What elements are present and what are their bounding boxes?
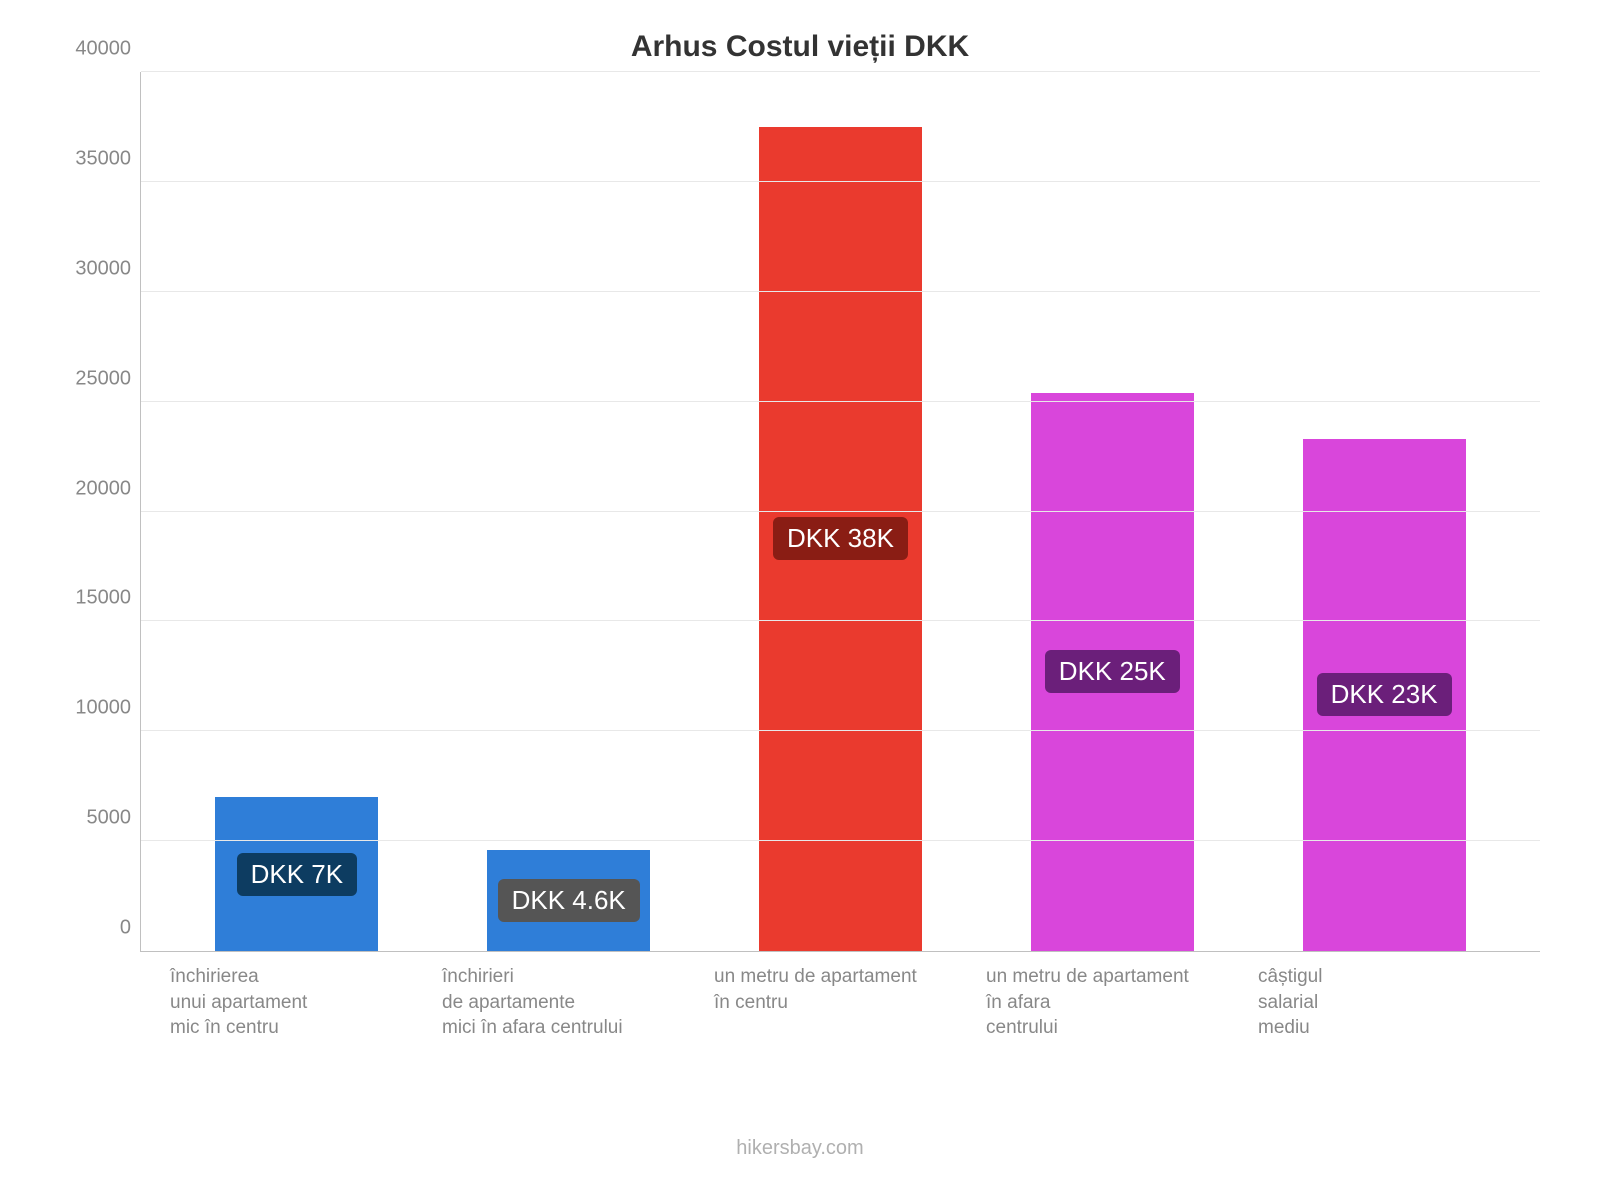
bar: DKK 7K xyxy=(215,797,378,951)
x-axis-labels: închirierea unui apartament mic în centr… xyxy=(140,952,1540,1041)
bar-value-badge: DKK 7K xyxy=(237,853,358,896)
ytick-label: 10000 xyxy=(75,697,141,720)
ytick-label: 25000 xyxy=(75,367,141,390)
plot-area: DKK 7KDKK 4.6KDKK 38KDKK 25KDKK 23K 0500… xyxy=(140,72,1540,952)
chart-title: Arhus Costul vieții DKK xyxy=(60,30,1540,64)
xtick-label: un metru de apartament în centru xyxy=(704,964,976,1041)
ytick-label: 35000 xyxy=(75,147,141,170)
bar: DKK 38K xyxy=(759,127,922,951)
bar-value-badge: DKK 23K xyxy=(1317,673,1452,716)
ytick-label: 30000 xyxy=(75,257,141,280)
bar-value-badge: DKK 4.6K xyxy=(498,879,640,922)
bar-slot: DKK 7K xyxy=(161,72,433,951)
bar-slot: DKK 25K xyxy=(976,72,1248,951)
bar: DKK 25K xyxy=(1031,393,1194,951)
bar-slot: DKK 4.6K xyxy=(433,72,705,951)
ytick-label: 0 xyxy=(120,917,141,940)
bar-value-badge: DKK 25K xyxy=(1045,650,1180,693)
gridline xyxy=(141,181,1540,182)
ytick-label: 5000 xyxy=(87,807,142,830)
bars-region: DKK 7K DKK 4.6K DKK 38K DKK 25K DKK 23K xyxy=(141,72,1540,951)
chart-container: Arhus Costul vieții DKK DKK 7KDKK 4.6KDK… xyxy=(60,30,1540,1080)
gridline xyxy=(141,730,1540,731)
bar-slot: DKK 38K xyxy=(705,72,977,951)
bar-slot: DKK 23K xyxy=(1248,72,1520,951)
xtick-label: închirieri de apartamente mici în afara … xyxy=(432,964,704,1041)
gridline xyxy=(141,291,1540,292)
xtick-label: închirierea unui apartament mic în centr… xyxy=(160,964,432,1041)
gridline xyxy=(141,840,1540,841)
gridline xyxy=(141,401,1540,402)
gridline xyxy=(141,71,1540,72)
bar: DKK 4.6K xyxy=(487,850,650,951)
bar: DKK 23K xyxy=(1303,439,1466,951)
ytick-label: 15000 xyxy=(75,587,141,610)
ytick-label: 20000 xyxy=(75,477,141,500)
xtick-label: câștigul salarial mediu xyxy=(1248,964,1520,1041)
ytick-label: 40000 xyxy=(75,38,141,61)
gridline xyxy=(141,511,1540,512)
bar-value-badge: DKK 38K xyxy=(773,517,908,560)
xtick-label: un metru de apartament în afara centrulu… xyxy=(976,964,1248,1041)
gridline xyxy=(141,620,1540,621)
attribution-text: hikersbay.com xyxy=(0,1137,1600,1160)
